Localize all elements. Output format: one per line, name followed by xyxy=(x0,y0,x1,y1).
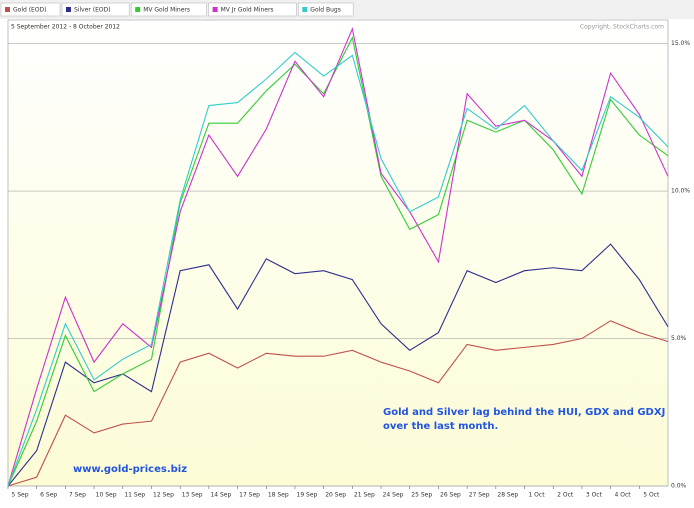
x-tick-label: 3 Oct xyxy=(586,492,603,499)
legend-box xyxy=(61,2,130,17)
y-tick-label: 5.0% xyxy=(671,335,687,342)
legend-box xyxy=(0,2,61,17)
legend-label: Gold Bugs xyxy=(310,7,341,14)
x-tick-label: 13 Sep xyxy=(182,492,203,499)
x-tick-label: 19 Sep xyxy=(297,492,318,499)
x-tick-label: 27 Sep xyxy=(469,492,490,499)
plot-area xyxy=(7,19,669,487)
subtitle: 5 September 2012 - 8 October 2012 xyxy=(11,24,120,31)
x-tick-label: 4 Oct xyxy=(615,492,632,499)
annotation: Gold and Silver lag behind the HUI, GDX … xyxy=(383,407,666,432)
x-tick-label: 20 Sep xyxy=(325,492,346,499)
x-tick-label: 1 Oct xyxy=(528,492,545,499)
copyright: Copyright, StockCharts.com xyxy=(580,24,664,31)
x-tick-label: 17 Sep xyxy=(239,492,260,499)
legend-box xyxy=(130,2,207,17)
series-line xyxy=(7,320,669,487)
x-tick-label: 24 Sep xyxy=(383,492,404,499)
legend-swatch xyxy=(302,7,308,12)
x-tick-label: 7 Sep xyxy=(69,492,86,499)
legend-swatch xyxy=(135,7,141,12)
legend-box xyxy=(208,2,297,17)
x-tick-label: 26 Sep xyxy=(440,492,461,499)
legend-box xyxy=(297,2,354,17)
legend-swatch xyxy=(66,7,71,12)
x-tick-label: 6 Sep xyxy=(40,492,57,499)
y-tick-label: 15.0% xyxy=(671,40,690,47)
legend-label: Silver (EOD) xyxy=(74,7,111,14)
x-tick-label: 10 Sep xyxy=(96,492,117,499)
legend-label: MV Jr Gold Miners xyxy=(221,7,274,14)
x-tick-label: 12 Sep xyxy=(153,492,174,499)
series-line xyxy=(7,243,669,487)
x-tick-label: 18 Sep xyxy=(268,492,289,499)
x-tick-label: 25 Sep xyxy=(411,492,432,499)
watermark: www.gold-prices.biz xyxy=(73,464,188,475)
y-tick-label: 0.0% xyxy=(671,483,687,490)
legend-swatch xyxy=(5,7,10,12)
series-line xyxy=(7,51,669,487)
x-tick-label: 28 Sep xyxy=(497,492,518,499)
series-line xyxy=(7,26,669,487)
x-tick-label: 5 Sep xyxy=(11,492,28,499)
legend-label: Gold (EOD) xyxy=(13,7,47,14)
legend-swatch xyxy=(212,7,218,12)
x-tick-label: 21 Sep xyxy=(354,492,375,499)
legend-label: MV Gold Miners xyxy=(143,7,190,14)
x-tick-label: 2 Oct xyxy=(557,492,574,499)
x-tick-label: 11 Sep xyxy=(124,492,145,499)
x-tick-label: 14 Sep xyxy=(210,492,231,499)
y-tick-label: 10.0% xyxy=(671,188,690,195)
x-tick-label: 5 Oct xyxy=(643,492,660,499)
